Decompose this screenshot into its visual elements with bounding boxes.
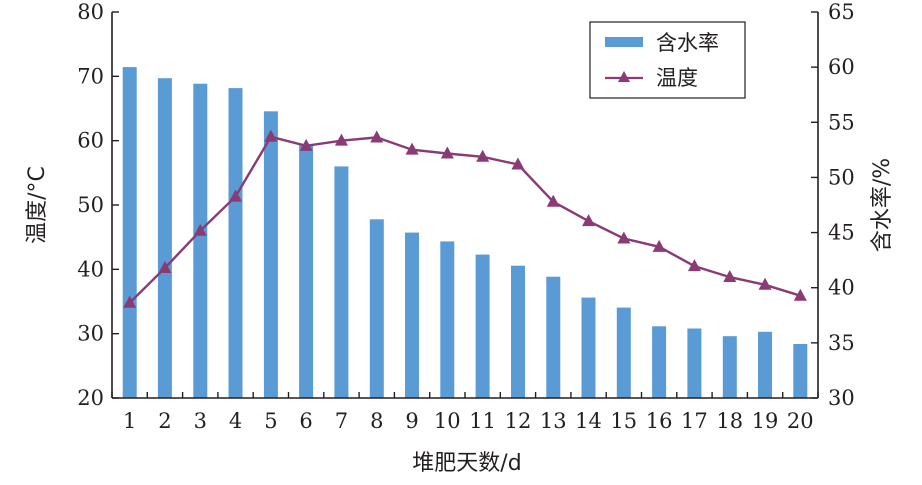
legend-swatch-temperature-marker <box>618 71 630 82</box>
left-tick-label: 30 <box>77 322 104 346</box>
temperature-point <box>158 261 172 274</box>
legend: 含水率 温度 <box>589 21 746 99</box>
temperature-point <box>193 223 207 236</box>
bar <box>369 219 384 398</box>
bar <box>228 88 243 398</box>
bar <box>793 344 808 398</box>
bar <box>511 265 525 398</box>
x-tick-label: 14 <box>575 409 602 433</box>
bar <box>157 78 172 398</box>
x-tick-label: 10 <box>434 409 461 433</box>
legend-label-temperature: 温度 <box>656 66 698 90</box>
left-tick-label: 20 <box>77 386 104 410</box>
temperature-point <box>123 295 137 308</box>
left-tick-label: 70 <box>77 64 104 88</box>
x-tick-label: 2 <box>158 409 171 433</box>
bar <box>616 307 631 398</box>
legend-swatch-moisture <box>605 37 643 47</box>
temperature-line <box>128 135 801 304</box>
x-tick-label: 5 <box>264 409 277 433</box>
left-tick-label: 40 <box>77 257 104 281</box>
x-tick-label: 3 <box>194 409 207 433</box>
bar <box>440 241 455 398</box>
temperature-point <box>617 231 631 244</box>
left-axis-ticks: 20 30 40 50 60 70 80 <box>77 0 119 410</box>
right-tick-label: 45 <box>828 221 855 245</box>
right-axis-title: 含水率/% <box>870 158 895 252</box>
bar <box>122 67 137 398</box>
temperature-point <box>299 138 313 151</box>
temperature-point <box>264 129 278 142</box>
temperature-point <box>440 146 454 159</box>
left-tick-label: 60 <box>77 129 104 153</box>
x-tick-label: 17 <box>681 409 708 433</box>
bar <box>546 276 561 398</box>
right-tick-label: 60 <box>828 55 855 79</box>
temperature-point <box>687 259 701 272</box>
right-tick-label: 50 <box>828 165 855 189</box>
bar-series-moisture <box>122 67 808 399</box>
temperature-point <box>511 157 525 170</box>
bar <box>722 336 737 398</box>
x-tick-label: 8 <box>370 409 383 433</box>
x-axis-title: 堆肥天数/d <box>412 451 521 476</box>
x-tick-label: 11 <box>469 409 496 433</box>
x-axis-ticks: 1 2 3 4 5 6 7 8 9 10 11 12 13 14 15 16 17 18 19 20 <box>111 392 819 433</box>
temperature-point <box>334 133 348 146</box>
x-tick-label: 7 <box>335 409 348 433</box>
temperature-point <box>793 288 807 301</box>
bar <box>263 111 278 399</box>
x-tick-label: 6 <box>299 409 312 433</box>
bar <box>687 328 702 398</box>
temperature-point <box>582 214 596 227</box>
bar <box>652 326 667 398</box>
right-tick-label: 55 <box>828 110 855 134</box>
bar <box>475 254 490 398</box>
temperature-point <box>723 270 737 283</box>
x-tick-label: 13 <box>540 409 567 433</box>
right-tick-label: 30 <box>828 386 855 410</box>
temperature-point <box>758 277 772 290</box>
left-tick-label: 50 <box>77 193 104 217</box>
right-tick-label: 35 <box>828 331 855 355</box>
bar <box>405 232 419 398</box>
bar <box>334 166 349 398</box>
x-tick-label: 18 <box>716 409 743 433</box>
temperature-point <box>229 189 243 202</box>
bar <box>193 83 208 398</box>
left-tick-label: 80 <box>77 0 104 24</box>
right-axis-ticks: 30 35 40 45 50 55 60 65 <box>811 0 855 410</box>
temperature-point <box>476 149 490 162</box>
right-tick-label: 40 <box>828 276 855 300</box>
x-tick-label: 1 <box>123 409 136 433</box>
left-axis-title: 温度/°C <box>25 166 50 244</box>
x-tick-label: 20 <box>787 409 814 433</box>
x-tick-label: 12 <box>505 409 532 433</box>
temperature-point <box>652 239 666 252</box>
legend-box <box>589 21 746 99</box>
line-series-temperature <box>123 129 807 308</box>
x-tick-label: 4 <box>229 409 242 433</box>
legend-label-moisture: 含水率 <box>656 31 719 55</box>
bar <box>581 297 596 398</box>
x-tick-label: 15 <box>610 409 637 433</box>
temperature-point <box>405 142 419 155</box>
bar <box>299 144 314 398</box>
x-tick-label: 16 <box>646 409 673 433</box>
temperature-point <box>370 130 384 143</box>
temperature-point <box>546 194 560 207</box>
x-tick-label: 19 <box>752 409 779 433</box>
bar <box>758 331 772 398</box>
x-tick-label: 9 <box>405 409 418 433</box>
right-tick-label: 65 <box>828 0 855 24</box>
